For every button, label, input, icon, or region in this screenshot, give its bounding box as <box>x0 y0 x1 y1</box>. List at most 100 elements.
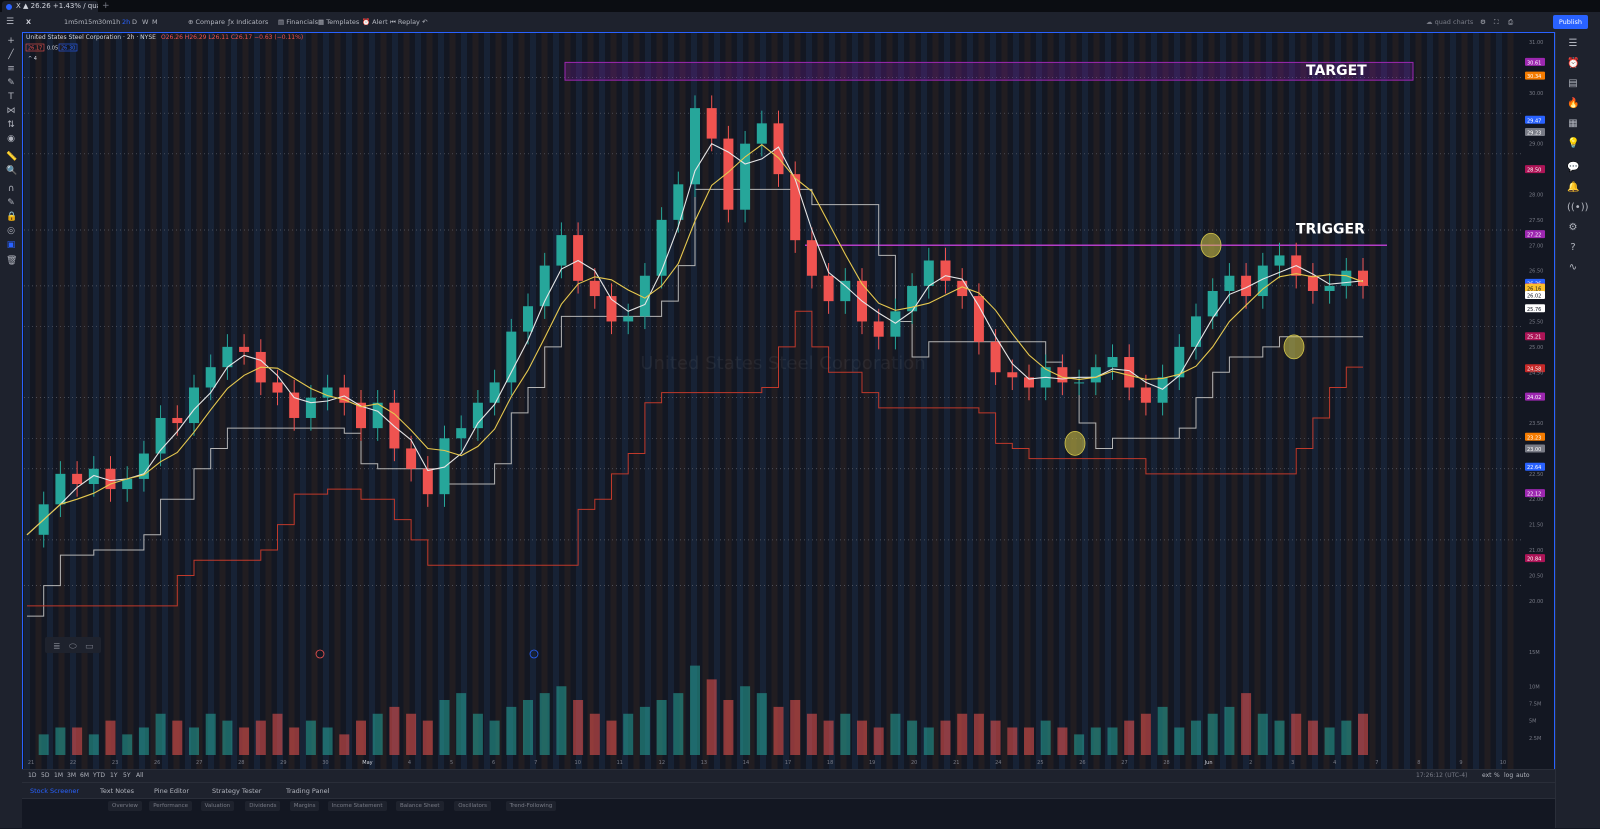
publish-button[interactable]: Publish <box>1552 15 1588 29</box>
candle <box>1358 270 1368 286</box>
screener-chip-valuation[interactable]: Valuation <box>200 801 235 811</box>
interval-15m[interactable]: 15m <box>84 18 99 26</box>
clock[interactable]: 17:26:12 (UTC-4) <box>1416 772 1468 779</box>
drawing-floating-toolbar[interactable]: ≣ ⬭ ▭ <box>45 637 101 653</box>
time-tick-label: 22 <box>70 760 76 766</box>
interval-2h[interactable]: 2h <box>122 18 131 26</box>
earnings-event-icon[interactable] <box>315 649 325 659</box>
compare-button[interactable]: ⊕ Compare <box>188 18 226 26</box>
new-tab-button[interactable]: + <box>102 1 110 11</box>
visibility-icon[interactable]: ◎ <box>7 226 15 236</box>
panel-tab-text-notes[interactable]: Text Notes <box>100 787 134 795</box>
range-1y[interactable]: 1Y <box>110 772 118 779</box>
panel-tab-trading-panel[interactable]: Trading Panel <box>286 787 330 795</box>
templates-button[interactable]: ▦ Templates <box>318 18 360 26</box>
symbol-search[interactable]: X <box>26 18 32 26</box>
time-tick-label: 21 <box>28 760 34 766</box>
list-icon[interactable]: ≣ <box>53 642 61 652</box>
ext-toggle[interactable]: ext <box>1482 772 1492 779</box>
lock-icon[interactable]: 🔒 <box>6 212 18 222</box>
indicators-button[interactable]: ƒx Indicators <box>228 18 269 26</box>
ruler-icon[interactable]: 📏 <box>6 152 18 162</box>
camera-icon[interactable]: ⎙ <box>1508 18 1514 26</box>
range-1m[interactable]: 1M <box>54 772 63 779</box>
chat-icon[interactable]: 💬 <box>1567 162 1580 173</box>
range-ytd[interactable]: YTD <box>93 772 105 779</box>
replay-button[interactable]: ⏮ Replay <box>390 18 420 26</box>
layout-name[interactable]: ☁ quad charts <box>1426 18 1474 26</box>
interval-5m[interactable]: 5m <box>74 18 85 26</box>
buy-badge[interactable] <box>58 43 78 52</box>
magnet-icon[interactable]: ∩ <box>7 184 15 194</box>
legend-collapse[interactable]: ^ 4 <box>28 56 37 62</box>
ideas-icon[interactable]: 💡 <box>1567 138 1580 149</box>
range-5y[interactable]: 5Y <box>123 772 131 779</box>
chart-tab[interactable]: X ▲ 26.26 +1.43% / quad ch… <box>2 1 98 12</box>
session-stripe <box>277 33 283 770</box>
range-1d[interactable]: 1D <box>28 772 37 779</box>
streams-icon[interactable]: ((•)) <box>1567 202 1589 213</box>
fullscreen-icon[interactable]: ⛶ <box>1494 18 1499 26</box>
ellipse-icon[interactable]: ⬭ <box>69 642 77 652</box>
crosshair-icon[interactable]: + <box>7 36 15 46</box>
dividend-event-icon[interactable] <box>529 649 539 659</box>
sell-badge[interactable] <box>25 43 45 52</box>
screener-chip-oscillators[interactable]: Oscillators <box>454 801 492 811</box>
session-stripe <box>173 33 180 770</box>
settings-gear-icon[interactable]: ⚙ <box>1480 18 1486 26</box>
interval-1m[interactable]: 1m <box>64 18 75 26</box>
alerts-icon[interactable]: ⏰ <box>1567 58 1580 69</box>
screener-chip-performance[interactable]: Performance <box>149 801 193 811</box>
prediction-icon[interactable]: ⇅ <box>7 120 15 130</box>
menu-icon[interactable]: ☰ <box>6 17 15 27</box>
screener-chip-trend-following[interactable]: Trend-Following <box>505 801 557 811</box>
alert-button[interactable]: ⏰ Alert <box>362 18 388 26</box>
log-toggle[interactable]: log <box>1504 772 1514 779</box>
percent-toggle[interactable]: % <box>1494 772 1500 779</box>
hotlist-icon[interactable]: 🔥 <box>1567 98 1580 109</box>
help-icon[interactable]: ? <box>1570 242 1576 253</box>
undo-icon[interactable]: ↶ <box>422 18 428 26</box>
screener-chip-dividends[interactable]: Dividends <box>245 801 281 811</box>
brush-icon[interactable]: ✎ <box>7 78 15 88</box>
pattern-icon[interactable]: ⋈ <box>6 106 16 116</box>
panel-tab-pine-editor[interactable]: Pine Editor <box>154 787 190 795</box>
interval-M[interactable]: M <box>152 18 158 26</box>
trend-line-icon[interactable]: ╱ <box>8 50 14 60</box>
watchlist-icon[interactable]: ☰ <box>1568 38 1578 49</box>
lock-drawing-icon[interactable]: ✎ <box>7 198 15 208</box>
notifications-icon[interactable]: 🔔 <box>1567 182 1580 193</box>
eye-icon[interactable]: ◉ <box>7 134 15 144</box>
range-6m[interactable]: 6M <box>80 772 89 779</box>
favorites-icon[interactable]: ▣ <box>6 240 16 250</box>
zoom-icon[interactable]: 🔍 <box>6 166 18 176</box>
price-badge <box>1525 444 1545 453</box>
trash-icon[interactable]: 🗑 <box>6 256 18 266</box>
screener-chip-overview[interactable]: Overview <box>108 801 142 811</box>
interval-1h[interactable]: 1h <box>112 18 121 26</box>
interval-D[interactable]: D <box>132 18 138 26</box>
screener-chip-income-statement[interactable]: Income Statement <box>327 801 387 811</box>
session-stripe <box>610 33 617 770</box>
calendar-icon[interactable]: ▦ <box>1568 118 1578 129</box>
range-all[interactable]: All <box>136 772 144 779</box>
text-icon[interactable]: T <box>8 92 14 102</box>
screener-chip-balance-sheet[interactable]: Balance Sheet <box>396 801 444 811</box>
rectangle-icon[interactable]: ▭ <box>85 642 94 652</box>
chart-pane[interactable]: TARGET TRIGGER United States Steel Corpo… <box>22 32 1555 789</box>
range-3m[interactable]: 3M <box>67 772 76 779</box>
range-5d[interactable]: 5D <box>41 772 50 779</box>
data-window-icon[interactable]: ▤ <box>1568 78 1578 89</box>
price-chart[interactable]: TARGET TRIGGER United States Steel Corpo… <box>23 33 1555 770</box>
auto-toggle[interactable]: auto <box>1516 772 1530 779</box>
interval-W[interactable]: W <box>142 18 149 26</box>
pulse-icon[interactable]: ∿ <box>1568 262 1578 273</box>
financials-button[interactable]: ▤ Financials <box>278 18 319 26</box>
fib-icon[interactable]: ≡ <box>7 64 15 74</box>
dom-icon[interactable]: ⚙ <box>1568 222 1578 233</box>
screener-chip-margins[interactable]: Margins <box>289 801 320 811</box>
panel-tab-stock-screener[interactable]: Stock Screener <box>30 787 80 795</box>
panel-tab-strategy-tester[interactable]: Strategy Tester <box>212 787 262 795</box>
interval-30m[interactable]: 30m <box>98 18 113 26</box>
event-icons[interactable] <box>315 649 539 659</box>
